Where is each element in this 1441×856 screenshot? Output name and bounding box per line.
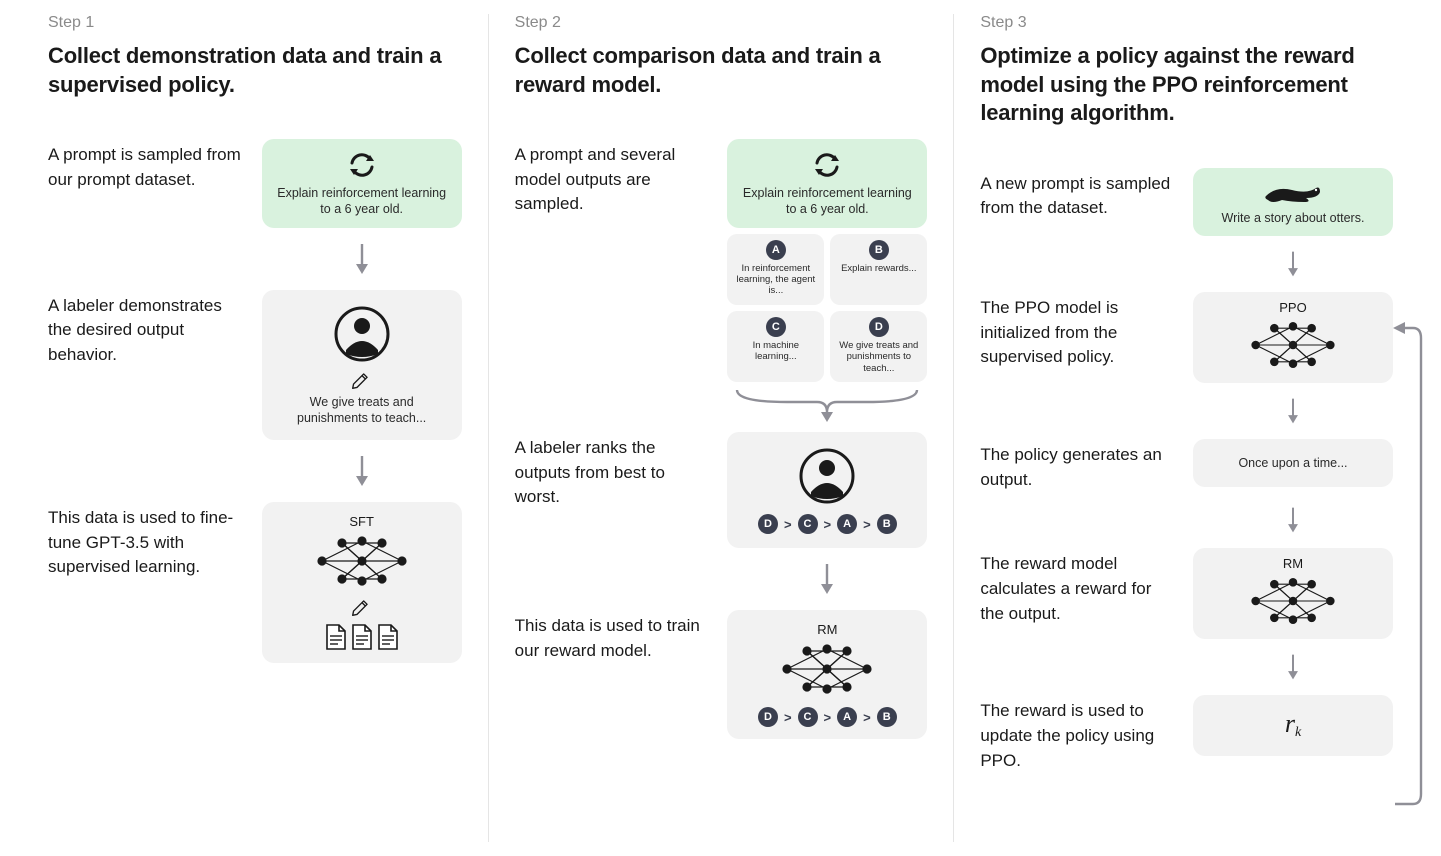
step2-option-a: AIn reinforcement learning, the agent is… — [727, 234, 824, 305]
step3-gen-card: Once upon a time... — [1193, 439, 1393, 487]
step2-rm-card: RM D> C> A> B — [727, 610, 927, 739]
step3-ppo-label: PPO — [1279, 300, 1306, 315]
step3-prompt-text: Write a story about otters. — [1222, 210, 1365, 226]
step1-labeler-desc: A labeler demonstrates the desired outpu… — [48, 290, 244, 368]
step2-rm-desc: This data is used to train our reward mo… — [515, 610, 710, 663]
step1-prompt-desc: A prompt is sampled from our prompt data… — [48, 139, 244, 192]
step1-labeler-output: We give treats and punishments to teach.… — [274, 394, 450, 427]
step2-ranking: D> C> A> B — [758, 514, 897, 534]
step3-rm-card: RM — [1193, 548, 1393, 639]
step2-column: Step 2 Collect comparison data and train… — [488, 14, 954, 842]
step2-option-c: CIn machine learning... — [727, 311, 824, 382]
step2-right-stack: Explain reinforcement learning to a 6 ye… — [727, 139, 927, 424]
step3-gen-text: Once upon a time... — [1238, 455, 1347, 471]
step3-label: Step 3 — [980, 14, 1393, 32]
cycle-icon — [811, 149, 843, 181]
arrow-icon — [817, 562, 837, 596]
doc-icon — [350, 623, 374, 651]
step3-ppo-card: PPO — [1193, 292, 1393, 383]
pill-c: C — [766, 317, 786, 337]
arrow-icon — [1283, 250, 1303, 278]
step1-label: Step 1 — [48, 14, 462, 32]
doc-icon — [376, 623, 400, 651]
step1-prompt-card: Explain reinforcement learning to a 6 ye… — [262, 139, 462, 228]
step2-prompt-text: Explain reinforcement learning to a 6 ye… — [739, 185, 915, 218]
pill-d: D — [869, 317, 889, 337]
step3-column: Step 3 Optimize a policy against the rew… — [953, 14, 1419, 842]
step1-title: Collect demonstration data and train a s… — [48, 42, 462, 99]
bracket-down-icon — [727, 388, 927, 424]
pill-b: B — [869, 240, 889, 260]
step2-option-b: BExplain rewards... — [830, 234, 927, 305]
step1-labeler-card: We give treats and punishments to teach.… — [262, 290, 462, 441]
step3-reward-card: rk — [1193, 695, 1393, 755]
person-icon — [332, 304, 392, 364]
step2-prompt-desc: A prompt and several model outputs are s… — [515, 139, 710, 217]
pencil-icon — [351, 368, 373, 390]
step3-title: Optimize a policy against the reward mod… — [980, 42, 1393, 128]
pencil-icon — [351, 595, 373, 617]
doc-stack — [324, 623, 400, 651]
step2-option-d: DWe give treats and punishments to teach… — [830, 311, 927, 382]
step1-column: Step 1 Collect demonstration data and tr… — [22, 14, 488, 842]
person-icon — [797, 446, 857, 506]
step2-rank-desc: A labeler ranks the outputs from best to… — [515, 432, 710, 510]
neural-net-icon — [312, 531, 412, 591]
step3-rm-label: RM — [1283, 556, 1303, 571]
arrow-icon — [352, 242, 372, 276]
diagram-grid: Step 1 Collect demonstration data and tr… — [22, 14, 1419, 842]
step2-label: Step 2 — [515, 14, 928, 32]
step3-prompt-desc: A new prompt is sampled from the dataset… — [980, 168, 1175, 221]
step3-gen-desc: The policy generates an output. — [980, 439, 1175, 492]
step3-update-desc: The reward is used to update the policy … — [980, 695, 1175, 773]
step3-ppo-desc: The PPO model is initialized from the su… — [980, 292, 1175, 370]
feedback-arrow — [1391, 314, 1427, 814]
step2-rm-label: RM — [817, 622, 837, 637]
step2-rank-card: D> C> A> B — [727, 432, 927, 548]
step3-prompt-card: Write a story about otters. — [1193, 168, 1393, 236]
doc-icon — [324, 623, 348, 651]
step1-sft-label: SFT — [349, 514, 374, 529]
neural-net-icon — [1243, 573, 1343, 629]
arrow-icon — [1283, 397, 1303, 425]
step1-sft-desc: This data is used to fine-tune GPT-3.5 w… — [48, 502, 244, 580]
reward-symbol: rk — [1285, 709, 1301, 741]
step2-rm-ranking: D> C> A> B — [758, 707, 897, 727]
arrow-icon — [1283, 506, 1303, 534]
step2-options-grid: AIn reinforcement learning, the agent is… — [727, 234, 927, 382]
arrow-icon — [1283, 653, 1303, 681]
step1-sft-card: SFT — [262, 502, 462, 663]
step2-title: Collect comparison data and train a rewa… — [515, 42, 928, 99]
otter-icon — [1262, 178, 1324, 206]
step1-prompt-text: Explain reinforcement learning to a 6 ye… — [274, 185, 450, 218]
cycle-icon — [346, 149, 378, 181]
step3-rm-desc: The reward model calculates a reward for… — [980, 548, 1175, 626]
pill-a: A — [766, 240, 786, 260]
neural-net-icon — [777, 639, 877, 699]
neural-net-icon — [1243, 317, 1343, 373]
arrow-icon — [352, 454, 372, 488]
step2-prompt-card: Explain reinforcement learning to a 6 ye… — [727, 139, 927, 228]
